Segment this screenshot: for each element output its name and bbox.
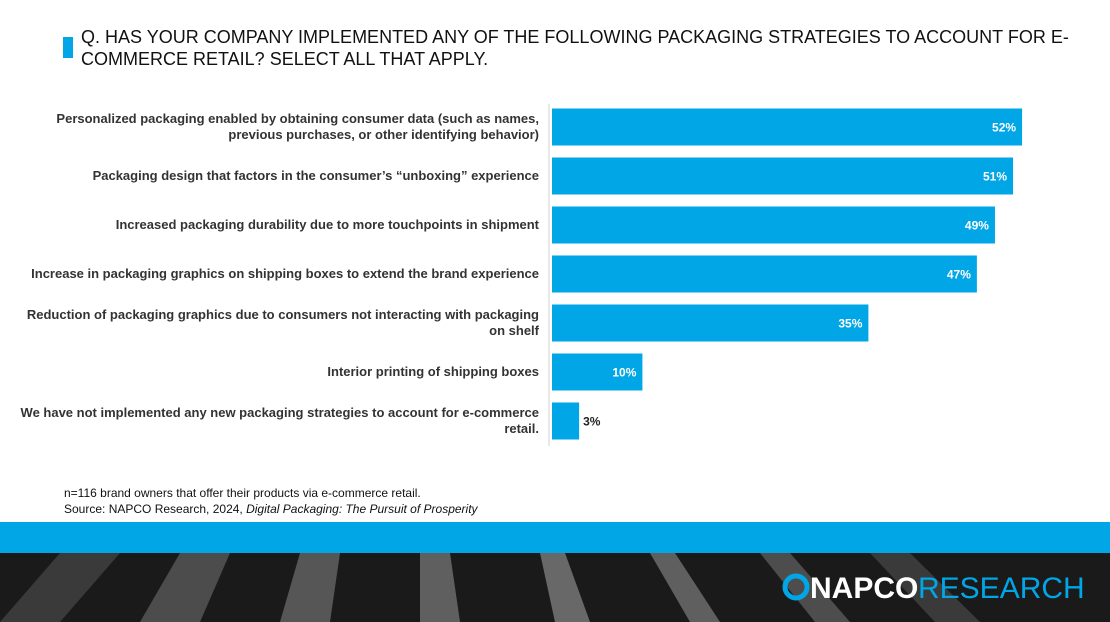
value-label: 51% (983, 170, 1007, 184)
sample-note: n=116 brand owners that offer their prod… (64, 486, 421, 500)
logo-division: RESEARCH (918, 572, 1085, 605)
bar (552, 353, 643, 391)
category-label: We have not implemented any new packagin… (20, 405, 539, 436)
category-label: Packaging design that factors in the con… (92, 168, 539, 183)
value-label: 35% (838, 317, 862, 331)
chart-title: Q. HAS YOUR COMPANY IMPLEMENTED ANY OF T… (81, 27, 1069, 69)
title-marker (63, 37, 73, 58)
bar (552, 108, 1023, 146)
category-label: Personalized packaging enabled by obtain… (56, 111, 539, 142)
source-text: Source: NAPCO Research, 2024, (64, 502, 247, 516)
logo-icon (782, 573, 810, 601)
value-label: 49% (965, 219, 989, 233)
category-label: Reduction of packaging graphics due to c… (26, 307, 539, 338)
bar (552, 304, 869, 342)
source: Source: NAPCO Research, 2024, Digital Pa… (64, 501, 478, 517)
value-label: 3% (583, 415, 601, 429)
footnote: n=116 brand owners that offer their prod… (64, 485, 478, 517)
bar (552, 402, 580, 440)
source-title: Digital Packaging: The Pursuit of Prospe… (246, 502, 478, 516)
bar (552, 206, 995, 244)
category-label: Increase in packaging graphics on shippi… (31, 266, 539, 281)
category-label: Increased packaging durability due to mo… (115, 217, 539, 232)
footer-stripes (0, 553, 980, 622)
footer-band (0, 522, 1110, 553)
value-label: 47% (947, 268, 971, 282)
value-label: 52% (992, 121, 1016, 135)
bar (552, 157, 1014, 195)
logo-brand: NAPCO (810, 572, 918, 605)
bar (552, 255, 977, 293)
category-label: Interior printing of shipping boxes (327, 364, 539, 379)
value-label: 10% (612, 366, 636, 380)
